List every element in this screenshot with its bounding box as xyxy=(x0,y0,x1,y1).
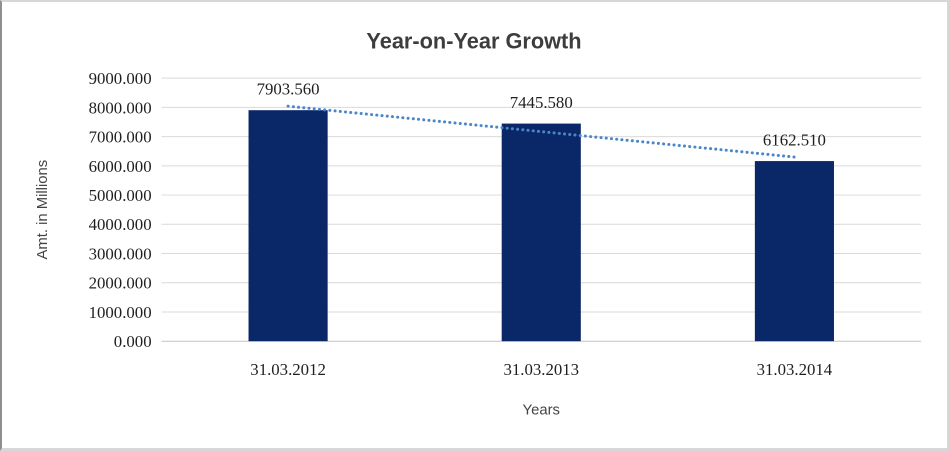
y-tick-label: 0.000 xyxy=(114,332,152,351)
plot-area: 0.000 1000.000 2000.000 3000.000 4000.000 500… xyxy=(89,69,921,379)
bar-value-label: 7445.580 xyxy=(510,93,573,112)
bar xyxy=(754,161,834,342)
y-tick-label: 7000.000 xyxy=(89,128,152,147)
y-tick-label: 2000.000 xyxy=(89,274,152,293)
bar-value-label: 7903.560 xyxy=(257,79,320,98)
bar xyxy=(501,123,581,342)
chart-title: Year-on-Year Growth xyxy=(366,28,581,53)
x-tick-label: 31.03.2014 xyxy=(757,360,833,379)
y-tick-label: 1000.000 xyxy=(89,303,152,322)
y-tick-label: 3000.000 xyxy=(89,244,152,263)
x-tick-label: 31.03.2012 xyxy=(250,360,326,379)
y-tick-label: 9000.000 xyxy=(89,69,152,88)
y-tick-label: 5000.000 xyxy=(89,186,152,205)
y-axis-title: Amt. in Millions xyxy=(35,160,51,260)
y-tick-label: 4000.000 xyxy=(89,215,152,234)
bar xyxy=(248,110,328,342)
y-tick-label: 6000.000 xyxy=(89,157,152,176)
trendline xyxy=(286,104,796,159)
x-tick-label: 31.03.2013 xyxy=(503,360,579,379)
y-tick-label: 8000.000 xyxy=(89,98,152,117)
x-axis-title: Years xyxy=(523,402,560,418)
bar-value-label: 6162.510 xyxy=(763,130,826,149)
